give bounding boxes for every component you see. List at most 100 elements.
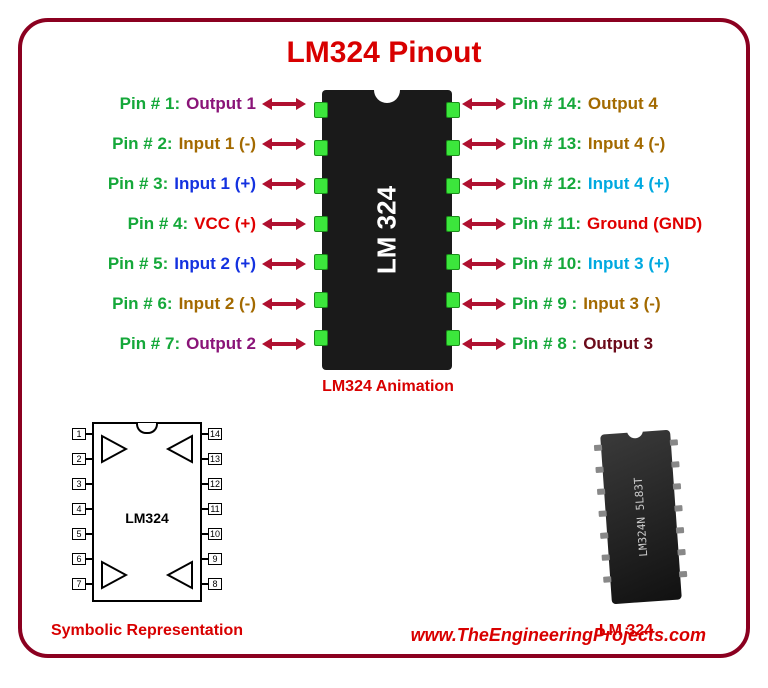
pin-function: Output 4 <box>588 94 658 114</box>
page-title: LM324 Pinout <box>22 36 746 70</box>
arrow-icon <box>262 216 306 232</box>
pin-label-left: Pin # 2:Input 1 (-) <box>112 134 306 154</box>
chip-pin <box>314 330 328 346</box>
symbolic-pin: 1 <box>72 428 86 440</box>
symbolic-lead <box>200 583 208 585</box>
chip-pin <box>314 140 328 156</box>
arrow-icon <box>462 216 506 232</box>
photo-chip-leg <box>602 554 610 561</box>
symbolic-lead <box>200 433 208 435</box>
opamp-icon <box>164 560 194 590</box>
symbolic-lead <box>86 483 94 485</box>
photo-notch <box>627 430 644 439</box>
symbolic-label: LM324 <box>125 510 169 526</box>
symbolic-lead <box>86 508 94 510</box>
photo-chip-leg <box>595 467 603 474</box>
symbolic-pin: 12 <box>208 478 222 490</box>
chip-label: LM 324 <box>372 186 403 274</box>
pin-number: Pin # 14: <box>512 94 582 114</box>
arrow-icon <box>262 96 306 112</box>
pin-function: Input 4 (-) <box>588 134 665 154</box>
symbolic-pin: 4 <box>72 503 86 515</box>
title-text: LM324 Pinout <box>286 36 481 69</box>
pin-number: Pin # 12: <box>512 174 582 194</box>
pin-function: Output 1 <box>186 94 256 114</box>
symbolic-pin: 11 <box>208 503 222 515</box>
pin-number: Pin # 10: <box>512 254 582 274</box>
pin-number: Pin # 11: <box>512 214 581 234</box>
animation-caption-text: LM324 Animation <box>322 378 454 395</box>
website-url-text: www.TheEngineeringProjects.com <box>411 625 706 645</box>
symbolic-lead <box>200 458 208 460</box>
pin-number: Pin # 2: <box>112 134 172 154</box>
chip-notch <box>374 90 400 103</box>
pin-label-left: Pin # 5: Input 2 (+) <box>108 254 306 274</box>
pin-function: Input 3 (-) <box>583 294 660 314</box>
pin-label-right: Pin # 8 : Output 3 <box>462 334 653 354</box>
opamp-icon <box>100 560 130 590</box>
pin-function: Input 2 (-) <box>179 294 256 314</box>
pin-label-left: Pin # 3:Input 1 (+) <box>108 174 306 194</box>
pin-number: Pin # 4: <box>128 214 188 234</box>
pin-label-right: Pin # 14: Output 4 <box>462 94 658 114</box>
pin-label-right: Pin # 12: Input 4 (+) <box>462 174 670 194</box>
symbolic-lead <box>200 558 208 560</box>
pin-function: Input 1 (+) <box>174 174 256 194</box>
pin-label-right: Pin # 9 :Input 3 (-) <box>462 294 661 314</box>
chip-pin <box>314 254 328 270</box>
photo-chip-leg <box>670 439 678 446</box>
photo-chip-leg <box>673 483 681 490</box>
chip-pin <box>314 178 328 194</box>
arrow-icon <box>262 256 306 272</box>
symbolic-pin: 3 <box>72 478 86 490</box>
photo-chip-leg <box>671 461 679 468</box>
photo-chip-leg <box>674 505 682 512</box>
arrow-icon <box>462 176 506 192</box>
photo-chip-leg <box>597 488 605 495</box>
pin-label-right: Pin # 10: Input 3 (+) <box>462 254 670 274</box>
pin-function: Input 4 (+) <box>588 174 670 194</box>
pin-function: Output 2 <box>186 334 256 354</box>
pin-label-left: Pin # 4:VCC (+) <box>128 214 306 234</box>
pin-number: Pin # 6: <box>112 294 172 314</box>
pin-function: Input 2 (+) <box>174 254 256 274</box>
symbolic-pin: 6 <box>72 553 86 565</box>
photo-chip-leg <box>600 532 608 539</box>
pin-number: Pin # 5: <box>108 254 168 274</box>
arrow-icon <box>262 136 306 152</box>
symbolic-pin: 2 <box>72 453 86 465</box>
symbolic-pin: 10 <box>208 528 222 540</box>
symbolic-lead <box>200 533 208 535</box>
photo-chip-leg <box>603 576 611 583</box>
symbolic-pin: 13 <box>208 453 222 465</box>
chip-pin <box>446 330 460 346</box>
chip-pin <box>314 102 328 118</box>
photo-chip-leg <box>594 445 602 452</box>
chip-pin <box>314 216 328 232</box>
pin-number: Pin # 8 : <box>512 334 577 354</box>
photo-chip-leg <box>598 510 606 517</box>
opamp-icon <box>164 434 194 464</box>
arrow-icon <box>462 136 506 152</box>
pin-function: Output 3 <box>583 334 653 354</box>
pin-function: Ground (GND) <box>587 214 702 234</box>
chip-photo: LM324N 5L83T <box>600 430 682 604</box>
symbolic-lead <box>86 458 94 460</box>
pin-label-left: Pin # 1:Output 1 <box>120 94 306 114</box>
symbolic-lead <box>86 433 94 435</box>
arrow-icon <box>262 336 306 352</box>
chip-pin <box>446 102 460 118</box>
symbolic-lead <box>200 483 208 485</box>
arrow-icon <box>462 256 506 272</box>
symbolic-pin: 7 <box>72 578 86 590</box>
pin-label-left: Pin # 7:Output 2 <box>120 334 306 354</box>
arrow-icon <box>462 296 506 312</box>
symbolic-caption-text: Symbolic Representation <box>51 622 243 639</box>
symbolic-lead <box>200 508 208 510</box>
symbolic-lead <box>86 533 94 535</box>
photo-chip-leg <box>679 571 687 578</box>
pin-label-left: Pin # 6: Input 2 (-) <box>112 294 306 314</box>
website-url: www.TheEngineeringProjects.com <box>411 625 706 646</box>
pin-function: Input 3 (+) <box>588 254 670 274</box>
chip-pin <box>446 178 460 194</box>
